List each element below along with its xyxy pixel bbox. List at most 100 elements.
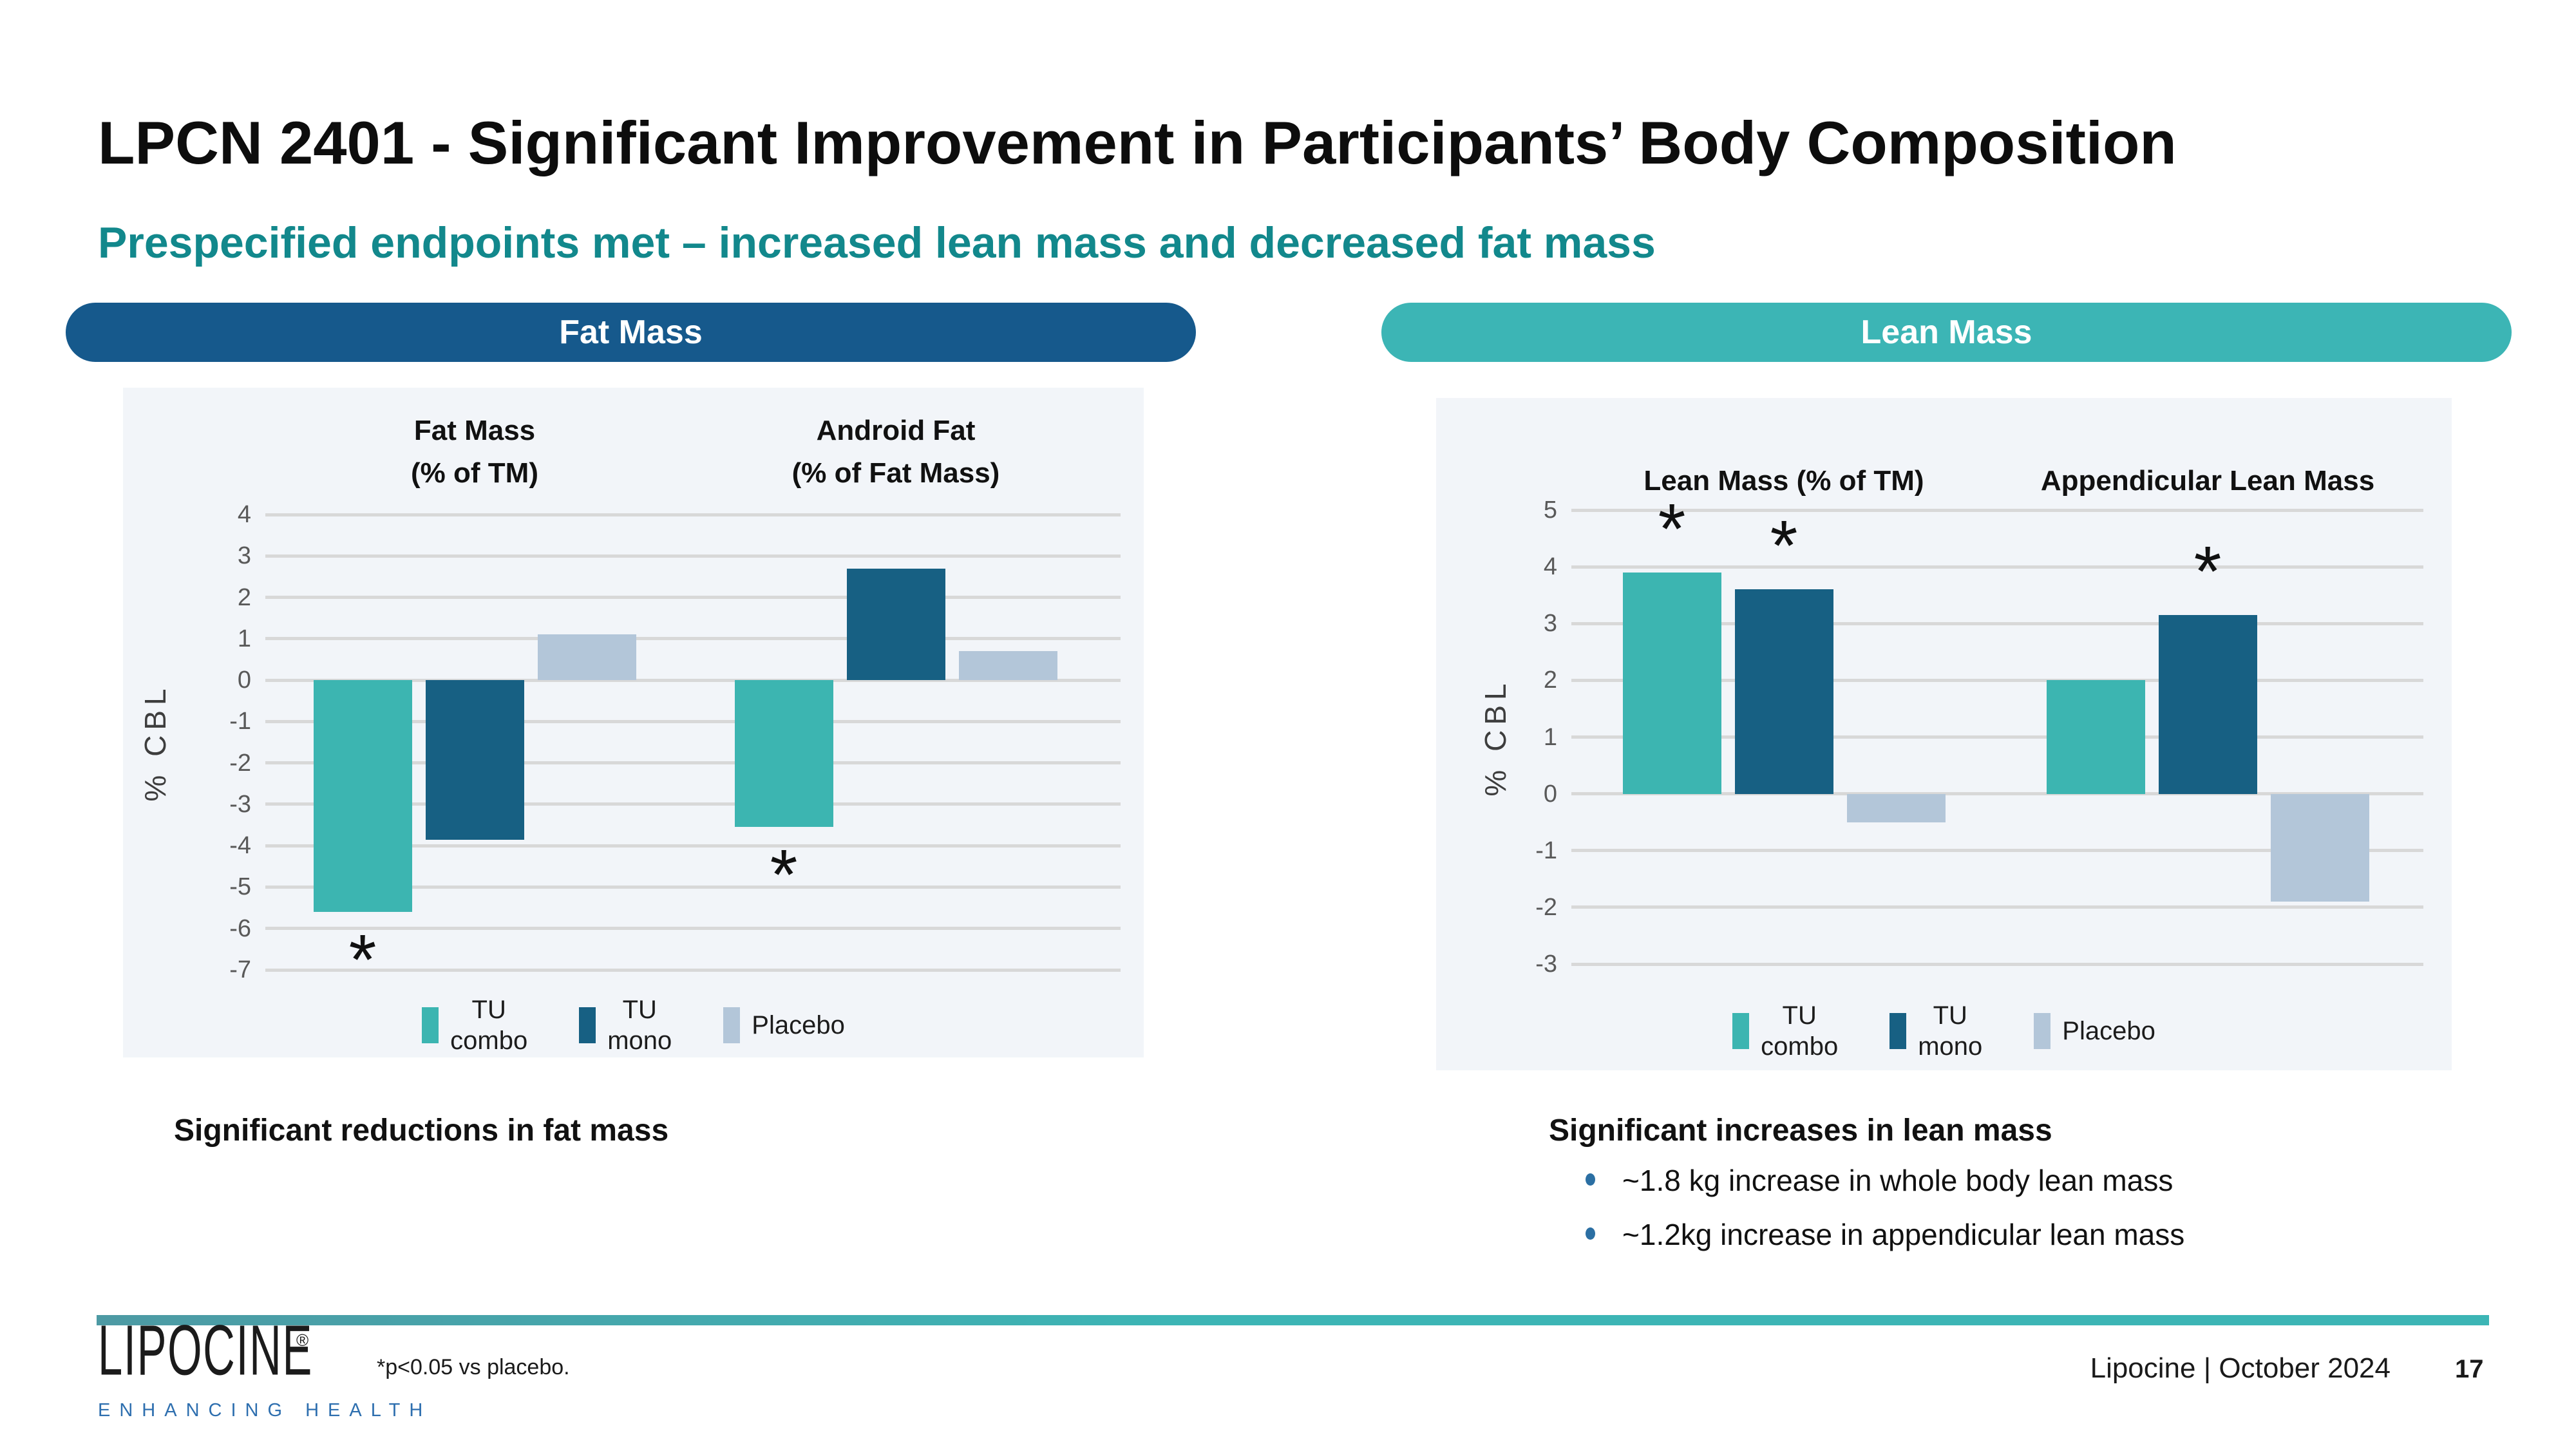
significance-asterisk: * [348,920,377,1000]
chart-group-title-line: (% of TM) [411,457,538,489]
legend-item-tu-mono: TU mono [1889,1000,1982,1062]
list-item: ~1.8 kg increase in whole body lean mass [1586,1163,2184,1198]
chart-group-title: Appendicular Lean Mass [1982,460,2433,502]
bar-tu-combo-group2 [734,680,833,828]
y-axis-tick--1: -1 [1535,837,1557,864]
chart-group-title-line: Lean Mass (% of TM) [1643,465,1924,497]
y-axis-tick--2: -2 [229,749,251,777]
y-axis-tick-2: 2 [237,583,251,611]
legend-swatch-icon [422,1007,439,1043]
y-axis-tick--4: -4 [229,832,251,860]
significance-asterisk: * [2193,532,2222,612]
y-axis-tick-4: 4 [237,501,251,528]
chart-group-title: Lean Mass (% of TM) [1558,460,2009,502]
chart-group-title-line: Fat Mass [413,415,536,446]
bar-tu-mono-group2 [2158,615,2257,794]
significance-asterisk: * [770,835,798,915]
bar-tu-mono-group2 [846,568,945,681]
y-axis-label: % CBL [138,683,172,802]
y-axis-tick--3: -3 [1535,951,1557,978]
fat-mass-section-header: Fat Mass [66,303,1196,362]
lipocine-logo-wordmark: LIPOCINE ® [98,1311,431,1396]
y-axis-tick-0: 0 [237,667,251,694]
gridline-y-1 [265,637,1121,641]
lean-mass-chart-panel: 5 4 3 2 1 0 -1 -2 -3 Lean Mass (% of TM) Appendicu… [1436,398,2452,1070]
bar-placebo-group1 [537,634,636,681]
legend-label: TU mono [607,996,672,1055]
y-axis-tick-0: 0 [1543,780,1557,808]
gridline-y-2 [1571,678,2423,682]
page-title: LPCN 2401 - Significant Improvement in P… [98,109,2177,176]
y-axis-tick--5: -5 [229,873,251,901]
lipocine-logo-text: LIPOCINE [98,1311,313,1391]
y-axis-tick--1: -1 [229,708,251,735]
bullet-text: ~1.8 kg increase in whole body lean mass [1622,1164,2174,1197]
legend-label: TU mono [1918,1001,1983,1061]
y-axis-tick-3: 3 [237,542,251,570]
bar-placebo-group2 [2270,793,2369,902]
legend-label: Placebo [2062,1017,2155,1045]
gridline-y-0 [1571,792,2423,796]
footer-divider [97,1315,2489,1325]
legend-swatch-icon [723,1007,741,1043]
bullet-dot-icon [1586,1173,1595,1186]
significance-asterisk: * [1770,506,1798,586]
fat-mass-caption: Significant reductions in fat mass [174,1113,669,1148]
gridline-y--1 [1571,849,2423,853]
registered-mark-icon: ® [296,1331,309,1350]
chart-group-title-line: Appendicular Lean Mass [2040,465,2375,497]
bar-tu-combo-group1 [1622,572,1721,794]
bar-tu-combo-group1 [313,680,412,912]
y-axis-tick-1: 1 [237,625,251,652]
lipocine-logo-tagline: ENHANCING HEALTH [98,1400,432,1421]
lean-mass-caption: Significant increases in lean mass [1549,1113,2052,1148]
gridline-y-1 [1571,735,2423,739]
chart-legend: TU combo TU mono Placebo [123,983,1144,1067]
gridline-y-0 [265,678,1121,682]
gridline-y-3 [265,554,1121,558]
y-axis-tick-3: 3 [1543,610,1557,638]
significance-asterisk: * [1658,489,1686,569]
y-axis-tick-1: 1 [1543,723,1557,751]
legend-item-placebo: Placebo [2034,1013,2155,1049]
gridline-y--3 [265,802,1121,806]
legend-label: TU combo [1761,1001,1839,1061]
y-axis-label: % CBL [1479,677,1512,797]
y-axis-tick-4: 4 [1543,553,1557,581]
gridline-y-5 [1571,508,2423,512]
gridline-y--7 [265,968,1121,972]
chart-group-title: Fat Mass (% of TM) [249,410,700,495]
bar-tu-mono-group1 [425,680,524,840]
gridline-y--6 [265,927,1121,931]
lean-mass-section-header: Lean Mass [1381,303,2512,362]
lipocine-logo: LIPOCINE ® ENHANCING HEALTH [98,1311,432,1421]
legend-item-tu-combo: TU combo [422,994,527,1056]
y-axis-tick-5: 5 [1543,497,1557,524]
legend-item-placebo: Placebo [723,1007,845,1043]
footer-credit: Lipocine | October 2024 [2090,1352,2391,1384]
list-item: ~1.2kg increase in appendicular lean mas… [1586,1217,2184,1252]
legend-swatch-icon [579,1007,596,1043]
gridline-y-3 [1571,621,2423,625]
y-axis-tick-2: 2 [1543,667,1557,694]
lean-mass-bullet-list: ~1.8 kg increase in whole body lean mass… [1586,1163,2184,1271]
bar-placebo-group1 [1846,793,1946,822]
bullet-dot-icon [1586,1227,1595,1240]
legend-swatch-icon [2034,1013,2051,1049]
gridline-y--2 [265,761,1121,765]
bullet-text: ~1.2kg increase in appendicular lean mas… [1622,1218,2185,1251]
bar-tu-combo-group2 [2046,680,2145,794]
chart-group-title-line: Android Fat [816,415,976,446]
gridline-y--5 [265,885,1121,889]
chart-legend: TU combo TU mono Placebo [1436,989,2452,1073]
bar-tu-mono-group1 [1734,589,1833,794]
gridline-y--2 [1571,905,2423,909]
y-axis-tick--2: -2 [1535,893,1557,921]
chart-group-title-line: (% of Fat Mass) [791,457,1000,489]
significance-footnote: *p<0.05 vs placebo. [377,1355,570,1379]
gridline-y--1 [265,719,1121,723]
gridline-y-4 [265,513,1121,516]
legend-label: TU combo [450,996,528,1055]
legend-label: Placebo [752,1011,845,1039]
